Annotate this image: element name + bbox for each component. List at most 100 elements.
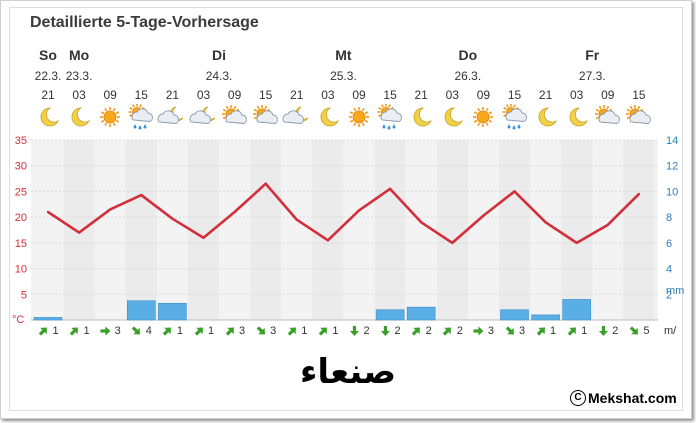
temperature-point [77,231,81,234]
wind-cell: 1 [535,325,556,337]
wind-arrow-icon [255,325,267,337]
right-axis-tick-label: 6 [666,238,672,250]
day-date: 23.3. [65,69,93,83]
temperature-point [326,239,330,242]
precip-bar [406,306,436,321]
wind-cell: 2 [411,325,432,337]
temperature-point [46,210,50,214]
wind-arrow-icon [286,325,298,337]
wind-speed: 1 [52,325,59,337]
wind-arrow-icon [224,325,236,337]
moon-icon [313,104,343,130]
hour-label: 15 [632,88,646,102]
wind-arrow-icon [193,325,205,337]
wind-speed: 1 [301,325,308,337]
wind-cell: 1 [69,325,90,337]
temperature-point [140,193,143,197]
hour-label: 09 [476,88,491,102]
hour-label: 09 [103,88,117,102]
left-axis-tick-label: 35 [15,135,27,147]
wind-speed: 5 [643,325,650,337]
wind-speed: 3 [114,325,121,337]
sun-cloud-icon [251,104,281,130]
wind-arrow-icon [597,325,609,337]
hour-label: 15 [383,88,397,102]
day-name: So [39,47,57,63]
wind-speed: 1 [207,325,215,337]
sun-icon [95,104,125,130]
wind-speed: 3 [487,325,494,337]
wind-speed: 2 [363,325,370,337]
right-axis-tick-label: 12 [666,161,678,173]
left-axis-tick-label: 30 [15,161,27,173]
hour-label: 21 [290,88,304,102]
right-axis-tick-label: 14 [666,135,678,147]
hour-label: 09 [227,88,242,102]
hour-label: 03 [570,88,584,102]
right-axis-tick-label: 4 [666,264,672,276]
temperature-point [388,187,392,191]
brand-text: Mekshat.com [588,390,677,406]
day-date: 26.3. [454,69,482,83]
wind-unit: m/ [664,325,677,337]
hour-label: 21 [41,88,55,102]
wind-arrow-icon [411,325,423,337]
temperature-point [295,218,298,221]
wind-speed: 1 [550,325,557,337]
wind-arrow-icon [442,325,454,337]
wind-cell: 1 [317,325,338,337]
wind-arrow-icon [37,325,49,337]
wind-arrow-icon [162,325,174,337]
sun-cloud-icon [593,104,623,130]
left-axis-tick-label: 20 [15,212,27,224]
wind-arrow-icon [69,325,81,337]
wind-speed: 3 [518,325,526,337]
hour-label: 09 [601,88,615,102]
column-stripe [436,140,468,320]
temperature-point [606,223,609,227]
cloud-moon-icon [282,104,312,130]
moon-icon [437,104,467,130]
precip-bar [500,309,529,321]
temperature-point [575,241,578,245]
moon-icon [406,104,436,130]
day-name: Di [212,47,227,63]
day-name: Mo [68,47,90,63]
day-name: Do [458,47,478,63]
wind-cell: 3 [504,325,525,337]
wind-cell: 3 [100,325,121,337]
hour-label: 21 [414,88,428,102]
left-axis-tick-label: 15 [15,238,27,250]
wind-arrow-icon [473,325,485,337]
left-axis-tick-label: 10 [15,264,27,276]
wind-arrow-icon [348,325,360,337]
moon-icon [64,104,94,130]
column-stripe [125,140,157,320]
wind-cell: 4 [131,325,152,337]
cloud-moon-icon [157,104,187,130]
wind-cell: 1 [193,325,214,337]
wind-cell: 3 [473,325,494,337]
right-axis-tick-label: 8 [666,212,672,224]
precip-bar [33,317,63,321]
sun-cloud-icon [220,104,250,130]
temperature-point [171,217,174,220]
wind-speed: 2 [456,325,463,337]
wind-arrow-icon [628,325,640,337]
right-axis-unit: mm [666,285,684,297]
column-stripe [63,140,95,320]
sun-icon [344,104,374,130]
wind-speed: 2 [612,325,619,337]
wind-speed: 3 [239,325,246,337]
temperature-point [482,214,485,217]
hour-label: 21 [538,88,553,102]
day-date: 27.3. [578,69,606,83]
brand-watermark: C Mekshat.com [570,390,677,406]
wind-arrow-icon [566,325,578,337]
hour-label: 03 [196,88,211,102]
temperature-point [513,190,516,193]
wind-cell: 2 [442,325,463,337]
left-axis-tick-label: 5 [21,289,27,301]
wind-cell: 3 [255,325,276,337]
hour-label: 21 [165,88,180,102]
